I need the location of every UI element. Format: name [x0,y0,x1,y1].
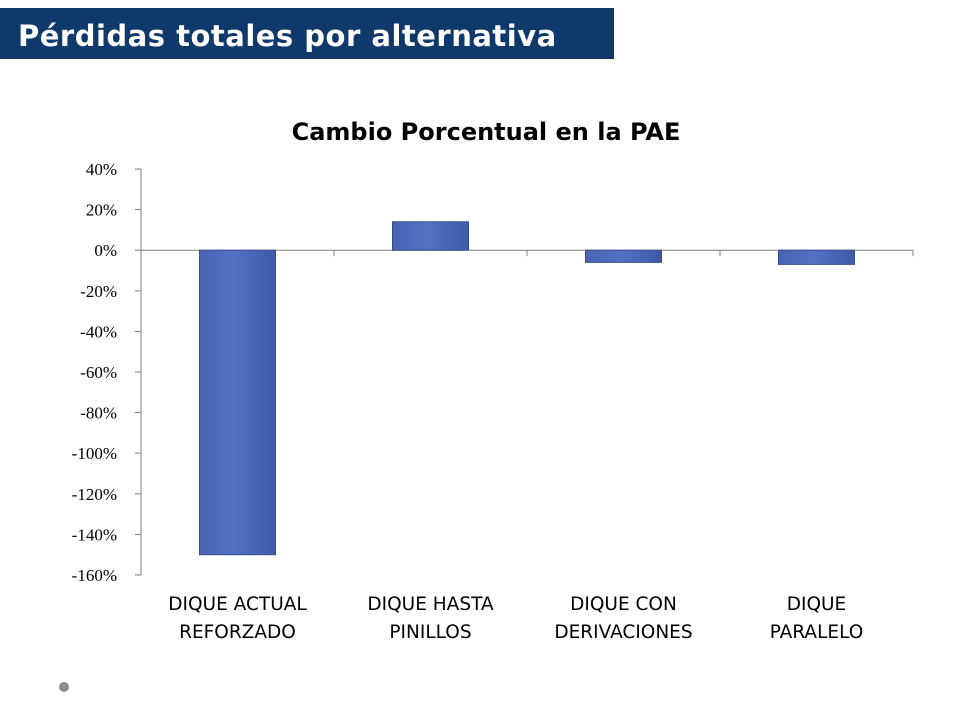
y-tick-label: -40% [80,322,117,341]
page-title: Pérdidas totales por alternativa [18,19,557,53]
bar-1 [199,249,276,556]
y-tick-label: -120% [72,485,117,504]
y-tick-label: -140% [72,525,117,544]
y-axis-labels: 40% 20% 0% -20% -40% -60% -80% -100% -120% -140% -… [72,160,117,585]
bullet-dot [59,682,69,692]
chart-title: Cambio Porcentual en la PAE [292,118,681,146]
bar-4 [778,249,855,265]
y-tick-label: 0% [94,241,117,260]
chart-bars [199,221,855,556]
x-tick-label: DIQUE HASTA PINILLOS [367,594,494,643]
y-tick-label: -20% [80,282,117,301]
y-tick-label: 20% [86,201,117,220]
x-axis-labels: DIQUE ACTUAL REFORZADO DIQUE HASTA PINILLOS… [168,594,863,643]
x-tick-label: DIQUE CON DERIVACIONES [554,594,692,643]
y-tick-label: -100% [72,444,117,463]
header-banner: Pérdidas totales por alternativa [0,8,614,59]
y-tick-label: -60% [80,363,117,382]
y-tick-label: -80% [80,404,117,423]
bar-2 [392,221,469,251]
x-tick-label: DIQUE ACTUAL REFORZADO [168,594,307,643]
y-tick-label: -160% [72,566,117,585]
y-tick-label: 40% [86,160,117,179]
bar-3 [585,249,662,263]
x-tick-label: DIQUE PARALELO [770,594,864,643]
